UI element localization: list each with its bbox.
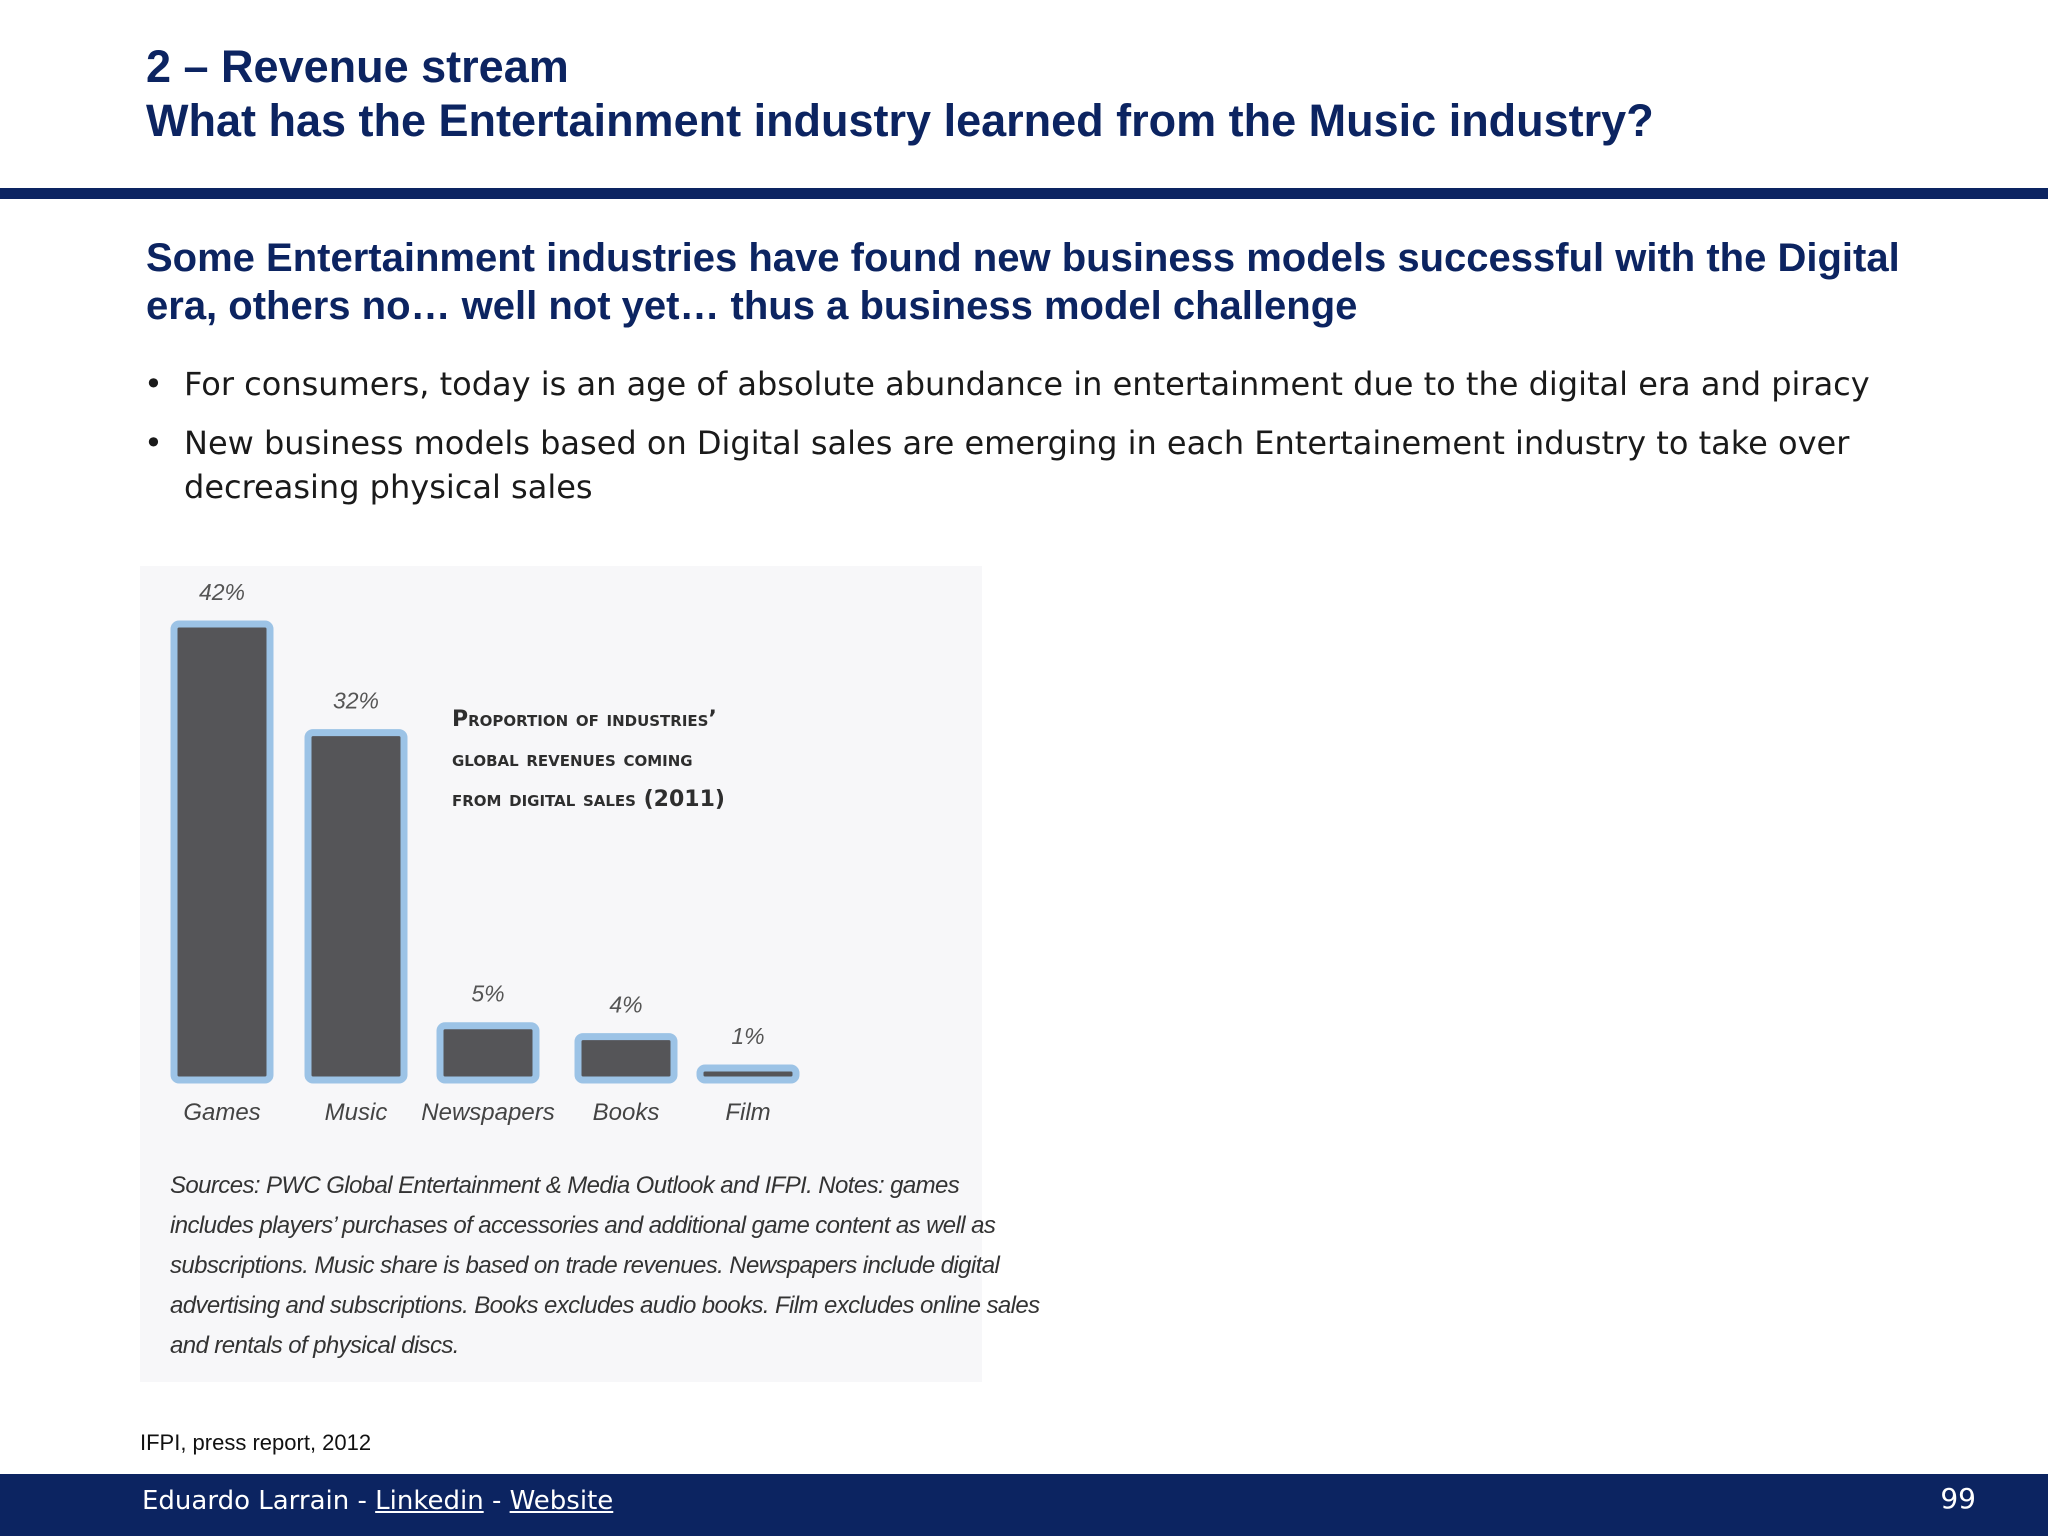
chart-note-line: subscriptions. Music share is based on t… — [170, 1252, 1000, 1279]
chart-note-line: includes players’ purchases of accessori… — [170, 1212, 996, 1239]
linkedin-link[interactable]: Linkedin — [375, 1486, 484, 1516]
category-label-film: Film — [725, 1099, 770, 1126]
header-divider — [0, 188, 2048, 199]
chart-title-line: from digital sales (2011) — [452, 787, 725, 812]
category-label-books: Books — [593, 1099, 660, 1126]
bullet-list: • For consumers, today is an age of abso… — [142, 362, 2022, 524]
value-label-music: 32% — [333, 688, 379, 714]
slide-subtitle: Some Entertainment industries have found… — [146, 234, 1996, 330]
footer-separator: - — [491, 1486, 502, 1516]
bar-film — [696, 1064, 800, 1084]
source-citation: IFPI, press report, 2012 — [140, 1430, 372, 1455]
page-number: 99 — [1940, 1482, 1976, 1515]
footer-author: Eduardo Larrain — [142, 1486, 350, 1516]
chart-note-line: advertising and subscriptions. Books exc… — [170, 1292, 1040, 1319]
bar-newspapers — [436, 1022, 540, 1084]
value-label-games: 42% — [199, 579, 245, 605]
bar-chart-canvas: 42% Games 32% Music 5% Newspapers 4% Books 1% Fil… — [170, 579, 800, 1126]
footer-credits: Eduardo Larrain - Linkedin - Website — [142, 1486, 613, 1516]
bar-books — [574, 1033, 678, 1084]
category-label-games: Games — [183, 1099, 260, 1126]
bullet-text: New business models based on Digital sal… — [184, 424, 1850, 506]
bar-games — [170, 620, 274, 1084]
chart-title-line: Proportion of industries’ — [452, 707, 717, 732]
category-label-music: Music — [325, 1099, 388, 1126]
bullet-item: • For consumers, today is an age of abso… — [142, 362, 2022, 406]
chart-notes: Sources: PWC Global Entertainment & Medi… — [170, 1166, 1040, 1366]
chart-note-line: Sources: PWC Global Entertainment & Medi… — [170, 1172, 960, 1199]
footer-separator: - — [357, 1486, 367, 1516]
bullet-marker: • — [144, 424, 163, 462]
category-label-newspapers: Newspapers — [421, 1099, 554, 1126]
footer-bar: Eduardo Larrain - Linkedin - Website 99 — [0, 1474, 2048, 1536]
value-label-books: 4% — [609, 992, 642, 1018]
bullet-text: For consumers, today is an age of absolu… — [184, 365, 1870, 403]
slide-title-line-1: 2 – Revenue stream — [146, 41, 569, 92]
slide-subtitle-line-2: era, others no… well not yet… thus a bus… — [146, 284, 1358, 328]
bullet-item: • New business models based on Digital s… — [142, 421, 2022, 509]
digital-revenue-chart: 42% Games 32% Music 5% Newspapers 4% Books 1% Fil… — [140, 566, 1040, 1382]
slide-subtitle-line-1: Some Entertainment industries have found… — [146, 236, 1900, 280]
bar-music — [304, 729, 408, 1084]
slide-title: 2 – Revenue stream What has the Entertai… — [146, 40, 1946, 148]
chart-note-line: and rentals of physical discs. — [170, 1332, 459, 1359]
bullet-marker: • — [144, 365, 163, 403]
website-link[interactable]: Website — [509, 1486, 614, 1516]
chart-title-line: global revenues coming — [452, 747, 693, 772]
chart-title: Proportion of industries’ global revenue… — [452, 700, 812, 820]
slide-title-line-2: What has the Entertainment industry lear… — [146, 95, 1654, 146]
value-label-newspapers: 5% — [471, 981, 504, 1007]
value-label-film: 1% — [731, 1023, 764, 1049]
